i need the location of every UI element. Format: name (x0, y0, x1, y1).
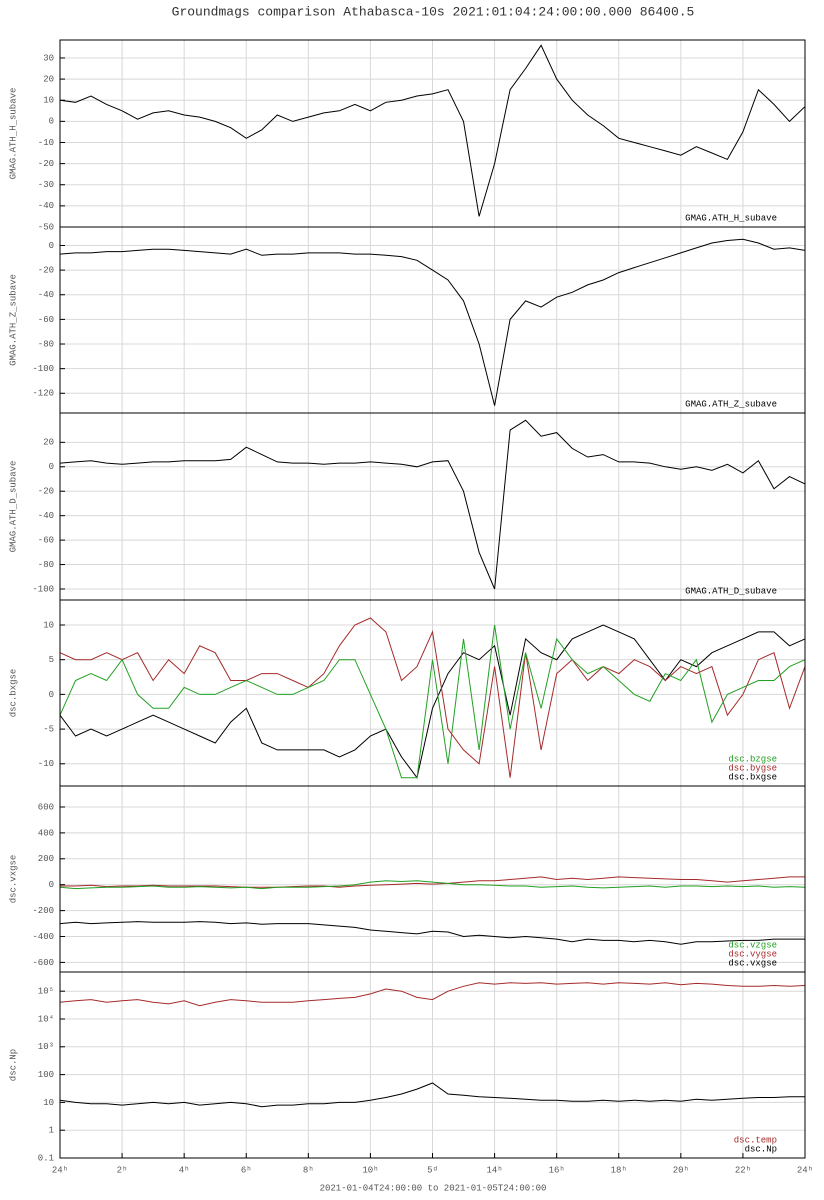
y-tick-label: -60 (38, 535, 54, 545)
x-range-label: 2021-01-04T24:00:00 to 2021-01-05T24:00:… (320, 1183, 547, 1193)
panel: -120 -100 -80 -60 -40 -20 0 GMAG.ATH_Z_subave GM… (8, 226, 806, 414)
x-tick-label: 5ᵈ (427, 1165, 438, 1175)
y-tick-label: -600 (32, 958, 54, 968)
y-axis-label: dsc.vxgse (8, 855, 18, 904)
x-tick-label: 16ʰ (549, 1165, 565, 1175)
y-tick-label: -20 (38, 487, 54, 497)
y-axis-label: GMAG.ATH_Z_subave (8, 274, 18, 366)
y-tick-label: -20 (38, 265, 54, 275)
y-tick-label: -120 (32, 389, 54, 399)
data-line (60, 921, 805, 945)
y-tick-label: 10 (43, 96, 54, 106)
x-tick-label: 2ʰ (117, 1165, 128, 1175)
data-line (60, 1082, 805, 1108)
y-axis-label: dsc.Np (8, 1049, 18, 1081)
y-tick-label: 10⁴ (38, 1013, 54, 1024)
y-tick-label: -40 (38, 290, 54, 300)
y-tick-label: 0 (49, 241, 54, 251)
x-tick-label: 24ʰ (797, 1165, 813, 1175)
legend-entry: dsc.vzgse (728, 940, 777, 950)
y-tick-label: 20 (43, 438, 54, 448)
y-tick-label: 0 (49, 880, 54, 890)
legend-entry: GMAG.ATH_Z_subave (685, 399, 777, 409)
y-tick-label: 100 (38, 1070, 54, 1080)
y-tick-label: 0.1 (38, 1153, 54, 1163)
y-tick-label: -10 (38, 759, 54, 769)
y-tick-label: -40 (38, 511, 54, 521)
y-tick-label: 1 (49, 1126, 54, 1136)
y-tick-label: 0 (49, 117, 54, 127)
y-tick-label: -50 (38, 222, 54, 232)
x-tick-label: 4ʰ (179, 1165, 190, 1175)
data-line (60, 982, 805, 1007)
x-tick-label: 6ʰ (241, 1165, 252, 1175)
data-line (60, 876, 805, 888)
legend-entry: dsc.vxgse (728, 958, 777, 968)
panel: -50 -40 -30 -20 -10 0 10 20 30 GMAG.ATH_H_subave G… (8, 39, 806, 232)
x-tick-label: 8ʰ (303, 1165, 314, 1175)
panel: -10-50510dsc.bxgsedsc.bxgsedsc.bygsedsc.… (8, 599, 806, 787)
x-tick-label: 10ʰ (362, 1165, 378, 1175)
y-tick-label: -5 (43, 724, 54, 734)
panel: -100 -80 -60 -40 -20 0 20 GMAG.ATH_D_subave GMAG… (8, 412, 806, 601)
legend-entry: dsc.bzgse (728, 754, 777, 764)
y-tick-label: 10⁵ (38, 987, 54, 997)
data-line (60, 238, 805, 406)
y-tick-label: 10 (43, 620, 54, 630)
y-tick-label: 0 (49, 462, 54, 472)
y-tick-label: 10 (43, 1098, 54, 1108)
y-tick-label: -200 (32, 906, 54, 916)
y-tick-label: -10 (38, 138, 54, 148)
data-line (60, 624, 805, 779)
legend-entry: dsc.vygse (728, 949, 777, 959)
data-line (60, 880, 805, 890)
data-line (60, 419, 805, 590)
legend-entry: GMAG.ATH_H_subave (685, 213, 777, 223)
panel: 0.111010010³10⁴10⁵dsc.Npdsc.Npdsc.temp24… (8, 971, 813, 1175)
y-tick-label: -30 (38, 180, 54, 190)
y-tick-label: 5 (49, 655, 54, 665)
y-tick-label: 200 (38, 854, 54, 864)
y-tick-label: -60 (38, 315, 54, 325)
y-tick-label: -40 (38, 201, 54, 211)
y-tick-label: 10³ (38, 1042, 54, 1052)
legend-entry: GMAG.ATH_D_subave (685, 586, 777, 596)
data-line (60, 617, 805, 778)
y-tick-label: -80 (38, 339, 54, 349)
y-tick-label: 600 (38, 802, 54, 812)
panel: -600 -400 -200 0 200 400 600 dsc.vxgse dsc.vxgse… (8, 785, 806, 973)
legend-entry: dsc.Np (745, 1144, 777, 1154)
y-tick-label: 30 (43, 53, 54, 63)
x-tick-label: 18ʰ (611, 1165, 627, 1175)
x-tick-label: 14ʰ (486, 1165, 502, 1175)
x-tick-label: 20ʰ (673, 1165, 689, 1175)
x-tick-label: 22ʰ (735, 1165, 751, 1175)
y-tick-label: -100 (32, 364, 54, 374)
y-tick-label: -400 (32, 932, 54, 942)
y-axis-label: dsc.bxgse (8, 669, 18, 718)
legend-entry: dsc.bygse (728, 763, 777, 773)
legend-entry: dsc.bxgse (728, 772, 777, 782)
y-tick-label: -20 (38, 159, 54, 169)
y-tick-label: 20 (43, 74, 54, 84)
y-tick-label: 400 (38, 828, 54, 838)
data-line (60, 44, 805, 217)
page-title: Groundmags comparison Athabasca-10s 2021… (172, 4, 695, 19)
y-tick-label: -100 (32, 584, 54, 594)
y-axis-label: GMAG.ATH_D_subave (8, 461, 18, 553)
x-tick-label: 24ʰ (52, 1165, 68, 1175)
data-line (60, 624, 805, 779)
legend-entry: dsc.temp (734, 1135, 777, 1145)
y-axis-label: GMAG.ATH_H_subave (8, 88, 18, 180)
y-tick-label: 0 (49, 690, 54, 700)
y-tick-label: -80 (38, 560, 54, 570)
